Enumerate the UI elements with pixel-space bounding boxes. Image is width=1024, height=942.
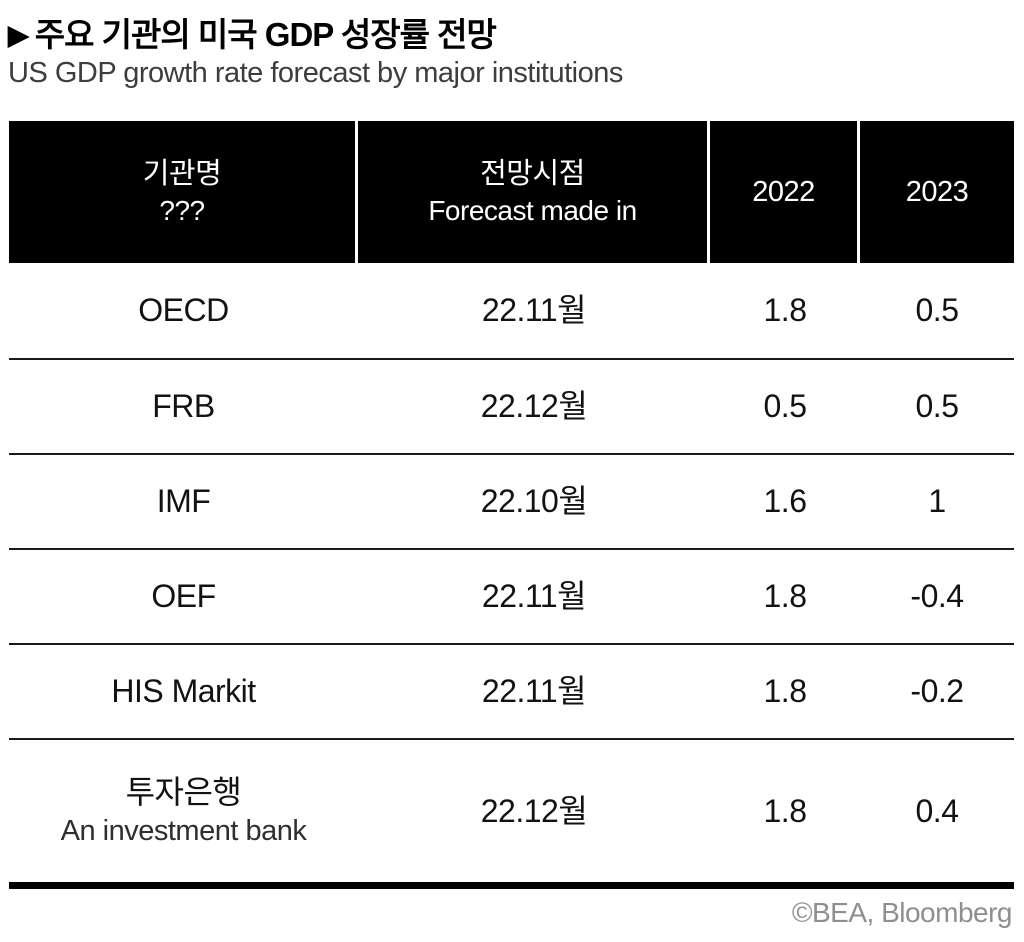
forecast-date-cell: 22.11월 <box>481 578 587 615</box>
gdp-2023-cell: -0.2 <box>910 673 964 710</box>
forecast-table: 기관명 ??? 전망시점 Forecast made in 2022 2023 … <box>9 121 1014 889</box>
table-row-oecd: OECD 22.11월 1.8 0.5 <box>9 263 1014 358</box>
institution-name: 투자은행 <box>125 773 242 810</box>
source-credit: ©BEA, Bloomberg <box>791 897 1013 928</box>
gdp-2023-cell: -0.4 <box>910 578 964 615</box>
table-header-row: 기관명 ??? 전망시점 Forecast made in 2022 2023 <box>9 121 1014 263</box>
gdp-2023-cell: 0.5 <box>915 388 959 425</box>
institution-name-en: An investment bank <box>60 814 307 847</box>
gdp-2023-cell: 1 <box>928 483 946 520</box>
table-row-frb: FRB 22.12월 0.5 0.5 <box>9 358 1014 453</box>
header-forecast-date-sublabel: Forecast made in <box>428 194 637 226</box>
institution-cell: HIS Markit <box>111 673 256 710</box>
gdp-2022-cell: 1.8 <box>763 792 807 829</box>
gdp-2022-cell: 1.8 <box>763 673 807 710</box>
header-cell-2023: 2023 <box>860 121 1014 263</box>
header-cell-2022: 2022 <box>710 121 860 263</box>
header-institution-label: 기관명 <box>142 158 222 191</box>
page-title-text: 주요 기관의 미국 GDP 성장률 전망 <box>34 16 497 53</box>
forecast-date-cell: 22.10월 <box>480 483 588 520</box>
arrow-marker-icon: ▶ <box>8 20 29 50</box>
gdp-2023-cell: 0.5 <box>915 292 959 329</box>
header-2022-label: 2022 <box>752 175 815 208</box>
forecast-date-cell: 22.11월 <box>481 673 587 710</box>
forecast-date-cell: 22.12월 <box>480 792 588 829</box>
table-row-his-markit: HIS Markit 22.11월 1.8 -0.2 <box>9 643 1014 738</box>
gdp-2022-cell: 0.5 <box>763 388 807 425</box>
gdp-2022-cell: 1.6 <box>763 483 807 520</box>
header-forecast-date-label: 전망시점 <box>480 158 585 191</box>
page-subtitle: US GDP growth rate forecast by major ins… <box>8 57 623 89</box>
institution-cell: IMF <box>156 483 211 520</box>
institution-cell: OECD <box>138 292 229 329</box>
gdp-2022-cell: 1.8 <box>763 578 807 615</box>
forecast-date-cell: 22.12월 <box>480 388 588 425</box>
gdp-2022-cell: 1.8 <box>763 292 807 329</box>
institution-cell: OEF <box>151 578 216 615</box>
institution-cell: 투자은행 An investment bank <box>9 774 358 848</box>
institution-cell: FRB <box>152 388 215 425</box>
header-2023-label: 2023 <box>905 175 969 208</box>
header-institution-sublabel: ??? <box>159 194 205 226</box>
table-row-imf: IMF 22.10월 1.6 1 <box>9 453 1014 548</box>
page-title: ▶ 주요 기관의 미국 GDP 성장률 전망 <box>8 8 497 56</box>
header-cell-forecast-date: 전망시점 Forecast made in <box>358 121 710 263</box>
header-cell-institution: 기관명 ??? <box>9 121 358 263</box>
table-body: OECD 22.11월 1.8 0.5 FRB 22.12월 0.5 0.5 I… <box>9 263 1014 889</box>
table-row-oef: OEF 22.11월 1.8 -0.4 <box>9 548 1014 643</box>
gdp-2023-cell: 0.4 <box>915 792 959 829</box>
table-row-investment-bank: 투자은행 An investment bank 22.12월 1.8 0.4 <box>9 738 1014 882</box>
forecast-date-cell: 22.11월 <box>481 292 587 329</box>
